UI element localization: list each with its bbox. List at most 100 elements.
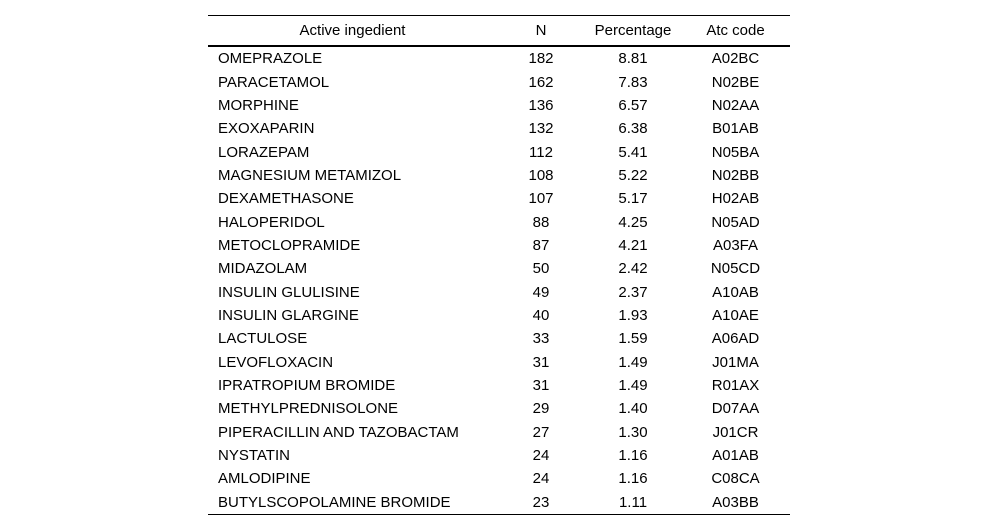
cell-percentage: 5.17 (618, 190, 648, 208)
cell-atc-code: N05AD (711, 213, 760, 231)
cell-n: 108 (528, 166, 554, 184)
table-row: DEXAMETHASONE 107 5.17 H02AB (208, 187, 790, 210)
table-row: PIPERACILLIN AND TAZOBACTAM 27 1.30 J01CR (208, 421, 790, 444)
col-header-atc-code: Atc code (681, 15, 790, 47)
cell-n: 88 (532, 213, 550, 231)
cell-active-ingredient: BUTYLSCOPOLAMINE BROMIDE (218, 493, 451, 511)
cell-atc-code: J01MA (712, 353, 759, 371)
cell-n: 33 (532, 330, 550, 348)
cell-n: 50 (532, 260, 550, 278)
col-header-n: N (497, 15, 585, 47)
table-row: MAGNESIUM METAMIZOL 108 5.22 N02BB (208, 164, 790, 187)
table-row: INSULIN GLULISINE 49 2.37 A10AB (208, 280, 790, 303)
cell-percentage: 6.57 (618, 96, 648, 114)
cell-percentage: 5.41 (618, 143, 648, 161)
cell-percentage: 6.38 (618, 120, 648, 138)
cell-percentage: 1.30 (618, 423, 648, 441)
table-row: LEVOFLOXACIN 31 1.49 J01MA (208, 350, 790, 373)
cell-atc-code: B01AB (712, 120, 759, 138)
cell-percentage: 1.49 (618, 353, 648, 371)
cell-atc-code: A03BB (712, 493, 759, 511)
cell-percentage: 8.81 (618, 50, 648, 68)
cell-active-ingredient: PARACETAMOL (218, 73, 330, 91)
cell-atc-code: A01AB (712, 447, 759, 465)
table-row: HALOPERIDOL 88 4.25 N05AD (208, 210, 790, 233)
table-header: Active ingedient N Percentage Atc code (208, 15, 790, 47)
table-row: MIDAZOLAM 50 2.42 N05CD (208, 257, 790, 280)
cell-percentage: 4.21 (618, 236, 648, 254)
cell-n: 40 (532, 306, 550, 324)
table-row: BUTYLSCOPOLAMINE BROMIDE 23 1.11 A03BB (208, 491, 790, 515)
cell-percentage: 2.37 (618, 283, 648, 301)
cell-active-ingredient: AMLODIPINE (218, 470, 311, 488)
cell-n: 49 (532, 283, 550, 301)
cell-percentage: 1.16 (618, 470, 648, 488)
active-ingredient-table: Active ingedient N Percentage Atc code O… (208, 15, 790, 515)
table-row: OMEPRAZOLE 182 8.81 A02BC (208, 46, 790, 70)
cell-atc-code: N02BB (711, 166, 760, 184)
table-row: METHYLPREDNISOLONE 29 1.40 D07AA (208, 397, 790, 420)
cell-n: 107 (528, 190, 554, 208)
cell-atc-code: A02BC (711, 50, 760, 68)
cell-percentage: 1.49 (618, 376, 648, 394)
cell-active-ingredient: MORPHINE (218, 96, 299, 114)
cell-active-ingredient: LACTULOSE (218, 330, 308, 348)
cell-active-ingredient: EXOXAPARIN (218, 120, 315, 138)
cell-active-ingredient: NYSTATIN (218, 447, 290, 465)
cell-active-ingredient: PIPERACILLIN AND TAZOBACTAM (218, 423, 459, 441)
cell-active-ingredient: METOCLOPRAMIDE (218, 236, 361, 254)
cell-n: 24 (532, 447, 550, 465)
cell-active-ingredient: LEVOFLOXACIN (218, 353, 334, 371)
cell-percentage: 4.25 (618, 213, 648, 231)
cell-atc-code: N05BA (711, 143, 760, 161)
cell-active-ingredient: DEXAMETHASONE (218, 190, 354, 208)
cell-active-ingredient: MIDAZOLAM (218, 260, 308, 278)
cell-n: 31 (532, 376, 550, 394)
cell-active-ingredient: IPRATROPIUM BROMIDE (218, 376, 396, 394)
cell-atc-code: H02AB (711, 190, 760, 208)
cell-n: 132 (528, 120, 554, 138)
cell-percentage: 7.83 (618, 73, 648, 91)
table-row: LACTULOSE 33 1.59 A06AD (208, 327, 790, 350)
cell-active-ingredient: LORAZEPAM (218, 143, 310, 161)
cell-percentage: 1.16 (618, 447, 648, 465)
table-row: INSULIN GLARGINE 40 1.93 A10AE (208, 304, 790, 327)
cell-atc-code: D07AA (711, 400, 760, 418)
cell-atc-code: C08CA (711, 470, 760, 488)
cell-active-ingredient: OMEPRAZOLE (218, 50, 323, 68)
cell-percentage: 2.42 (618, 260, 648, 278)
table-body: OMEPRAZOLE 182 8.81 A02BC PARACETAMOL 162 7.83… (208, 46, 790, 514)
cell-active-ingredient: INSULIN GLARGINE (218, 306, 359, 324)
cell-n: 31 (532, 353, 550, 371)
cell-atc-code: A06AD (711, 330, 760, 348)
table-row: NYSTATIN 24 1.16 A01AB (208, 444, 790, 467)
cell-active-ingredient: HALOPERIDOL (218, 213, 325, 231)
table-row: METOCLOPRAMIDE 87 4.21 A03FA (208, 234, 790, 257)
cell-n: 29 (532, 400, 550, 418)
cell-percentage: 1.59 (618, 330, 648, 348)
cell-n: 87 (532, 236, 550, 254)
table-row: IPRATROPIUM BROMIDE 31 1.49 R01AX (208, 374, 790, 397)
cell-n: 182 (528, 50, 554, 68)
cell-n: 162 (528, 73, 554, 91)
table-row: MORPHINE 136 6.57 N02AA (208, 94, 790, 117)
cell-atc-code: A10AB (712, 283, 759, 301)
cell-atc-code: N02BE (711, 73, 760, 91)
cell-percentage: 5.22 (618, 166, 648, 184)
table-row: PARACETAMOL 162 7.83 N02BE (208, 70, 790, 93)
table-row: EXOXAPARIN 132 6.38 B01AB (208, 117, 790, 140)
col-header-percentage: Percentage (585, 15, 681, 47)
cell-n: 136 (528, 96, 554, 114)
cell-atc-code: A10AE (712, 306, 759, 324)
cell-percentage: 1.11 (618, 493, 648, 511)
cell-percentage: 1.93 (618, 306, 648, 324)
cell-n: 112 (529, 143, 553, 161)
table-row: LORAZEPAM 112 5.41 N05BA (208, 140, 790, 163)
cell-n: 27 (532, 423, 550, 441)
cell-atc-code: N02AA (711, 96, 760, 114)
cell-atc-code: A03FA (712, 236, 759, 254)
cell-active-ingredient: INSULIN GLULISINE (218, 283, 360, 301)
table-row: AMLODIPINE 24 1.16 C08CA (208, 467, 790, 490)
cell-atc-code: J01CR (712, 423, 759, 441)
